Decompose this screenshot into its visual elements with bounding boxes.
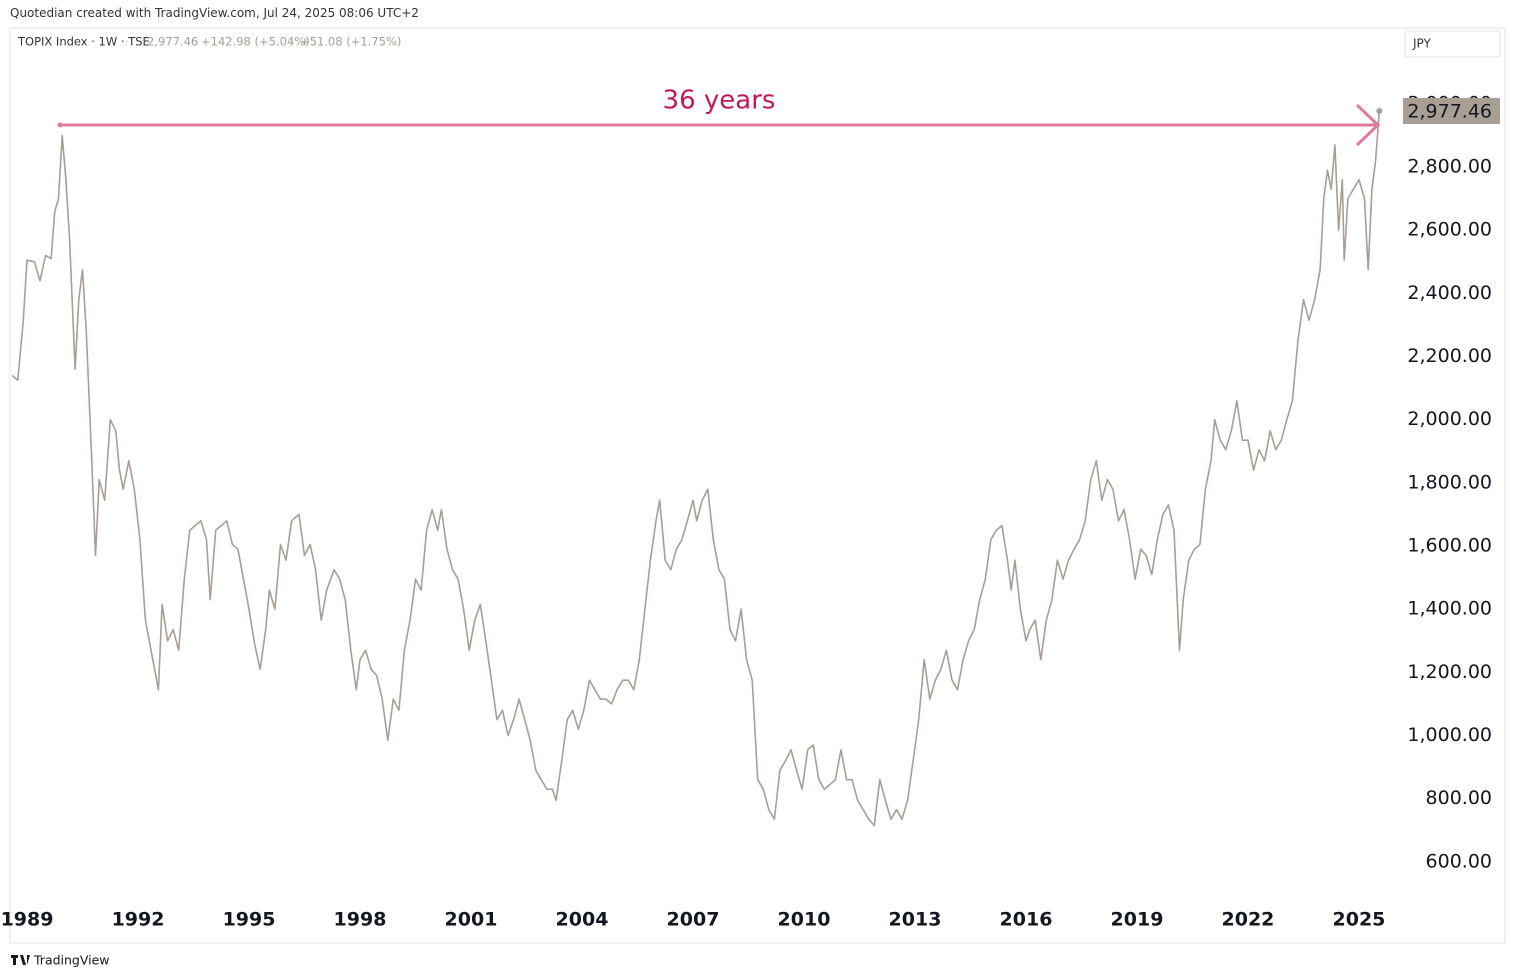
x-tick-label: 2004 (556, 909, 609, 931)
y-tick-label: 600.00 (1426, 850, 1492, 872)
y-tick-label: 800.00 (1426, 787, 1492, 809)
last-price-label: 2,977.46 (1407, 101, 1492, 123)
symbol: TOPIX Index · 1W · TSE (17, 35, 150, 49)
y-tick-label: 1,200.00 (1407, 661, 1492, 683)
annotation-arrowhead (1355, 103, 1381, 147)
x-tick-label: 1998 (334, 909, 387, 931)
y-tick-label: 2,000.00 (1407, 408, 1492, 430)
y-tick-label: 1,800.00 (1407, 471, 1492, 493)
x-tick-label: 2025 (1333, 909, 1386, 931)
header: Quotedian created with TradingView.com, … (10, 6, 419, 20)
x-tick-label: 2013 (889, 909, 942, 931)
y-tick-label: 1,400.00 (1407, 598, 1492, 620)
x-tick-label: 2001 (445, 909, 498, 931)
last-price-box (1403, 98, 1500, 125)
x-tick-label: 2019 (1111, 909, 1164, 931)
x-tick-label: 2010 (778, 909, 831, 931)
annotation-arrow-start (57, 122, 63, 128)
footer: TradingView (33, 953, 110, 968)
y-tick-label: 2,600.00 (1407, 219, 1492, 241)
currency[interactable]: JPY (1412, 37, 1432, 51)
x-tick-label: 2016 (1000, 909, 1053, 931)
x-tick-label: 2007 (667, 909, 720, 931)
legend-change: +142.98 (+5.04%) (201, 35, 310, 49)
price-line (11, 110, 1381, 827)
y-tick-label: 2,800.00 (1407, 156, 1492, 178)
legend-price: 2,977.46 (147, 35, 198, 49)
annotation: 36 years (663, 86, 776, 116)
x-tick-label: 2022 (1222, 909, 1275, 931)
plot: 600.00 800.00 1,000.00 1,200.00 1,400.00 1,60… (1, 92, 1500, 931)
logo (11, 955, 30, 965)
y-tick-label: 1,000.00 (1407, 724, 1492, 746)
currency-button[interactable] (1404, 30, 1501, 58)
frame (9, 27, 1506, 944)
y-tick-label: 1,600.00 (1407, 535, 1492, 557)
x-tick-label: 1989 (1, 909, 54, 931)
legend-change: +51.08 (+1.75%) (300, 35, 401, 49)
x-tick-label: 1992 (112, 909, 165, 931)
last-point (1376, 108, 1383, 115)
y-tick-label: 2,400.00 (1407, 282, 1492, 304)
x-tick-label: 1995 (223, 909, 276, 931)
y-tick-label: 2,200.00 (1407, 345, 1492, 367)
